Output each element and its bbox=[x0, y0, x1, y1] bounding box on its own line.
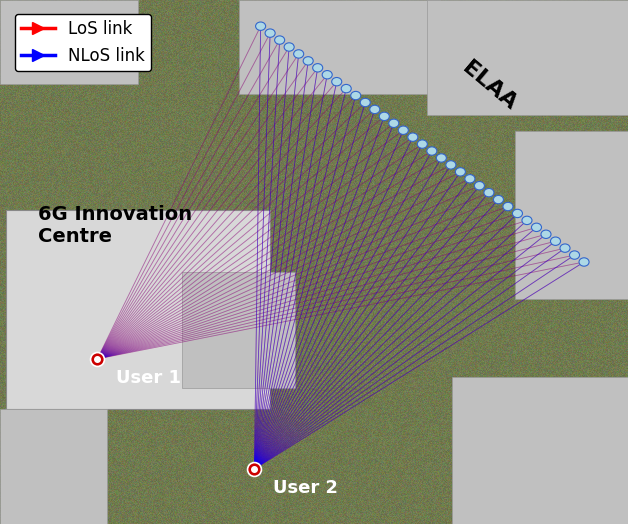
Legend: LoS link, NLoS link: LoS link, NLoS link bbox=[14, 14, 151, 71]
Circle shape bbox=[360, 99, 371, 107]
Circle shape bbox=[408, 133, 418, 141]
Bar bbox=[182, 272, 295, 388]
Circle shape bbox=[284, 43, 294, 51]
Circle shape bbox=[322, 71, 332, 79]
Circle shape bbox=[341, 84, 351, 93]
Circle shape bbox=[417, 140, 428, 148]
Circle shape bbox=[465, 174, 475, 183]
Circle shape bbox=[484, 189, 494, 197]
Circle shape bbox=[294, 50, 304, 58]
Circle shape bbox=[389, 119, 399, 127]
Bar bbox=[452, 377, 628, 524]
Circle shape bbox=[274, 36, 284, 44]
Circle shape bbox=[455, 168, 465, 176]
Bar bbox=[427, 0, 628, 115]
Circle shape bbox=[332, 78, 342, 86]
Text: User 1: User 1 bbox=[116, 368, 181, 387]
Circle shape bbox=[570, 251, 580, 259]
Circle shape bbox=[579, 258, 589, 266]
Bar bbox=[0, 409, 107, 524]
Circle shape bbox=[350, 91, 360, 100]
Circle shape bbox=[531, 223, 541, 232]
Circle shape bbox=[370, 105, 380, 114]
Circle shape bbox=[503, 202, 513, 211]
Circle shape bbox=[427, 147, 437, 155]
Bar bbox=[239, 0, 440, 94]
Circle shape bbox=[551, 237, 561, 245]
Circle shape bbox=[446, 161, 456, 169]
Circle shape bbox=[303, 57, 313, 65]
Bar bbox=[6, 210, 270, 409]
Circle shape bbox=[256, 22, 266, 30]
Text: ELAA: ELAA bbox=[458, 58, 520, 114]
Circle shape bbox=[522, 216, 532, 225]
Circle shape bbox=[560, 244, 570, 253]
Circle shape bbox=[379, 112, 389, 121]
Text: 6G Innovation
Centre: 6G Innovation Centre bbox=[38, 205, 192, 246]
Bar bbox=[515, 131, 628, 299]
Circle shape bbox=[265, 29, 275, 37]
Circle shape bbox=[474, 181, 484, 190]
Circle shape bbox=[436, 154, 447, 162]
Bar bbox=[0, 0, 138, 84]
Circle shape bbox=[494, 195, 504, 204]
Circle shape bbox=[512, 209, 522, 217]
Text: User 2: User 2 bbox=[273, 478, 338, 497]
Circle shape bbox=[313, 63, 323, 72]
Circle shape bbox=[398, 126, 408, 135]
Circle shape bbox=[541, 230, 551, 238]
